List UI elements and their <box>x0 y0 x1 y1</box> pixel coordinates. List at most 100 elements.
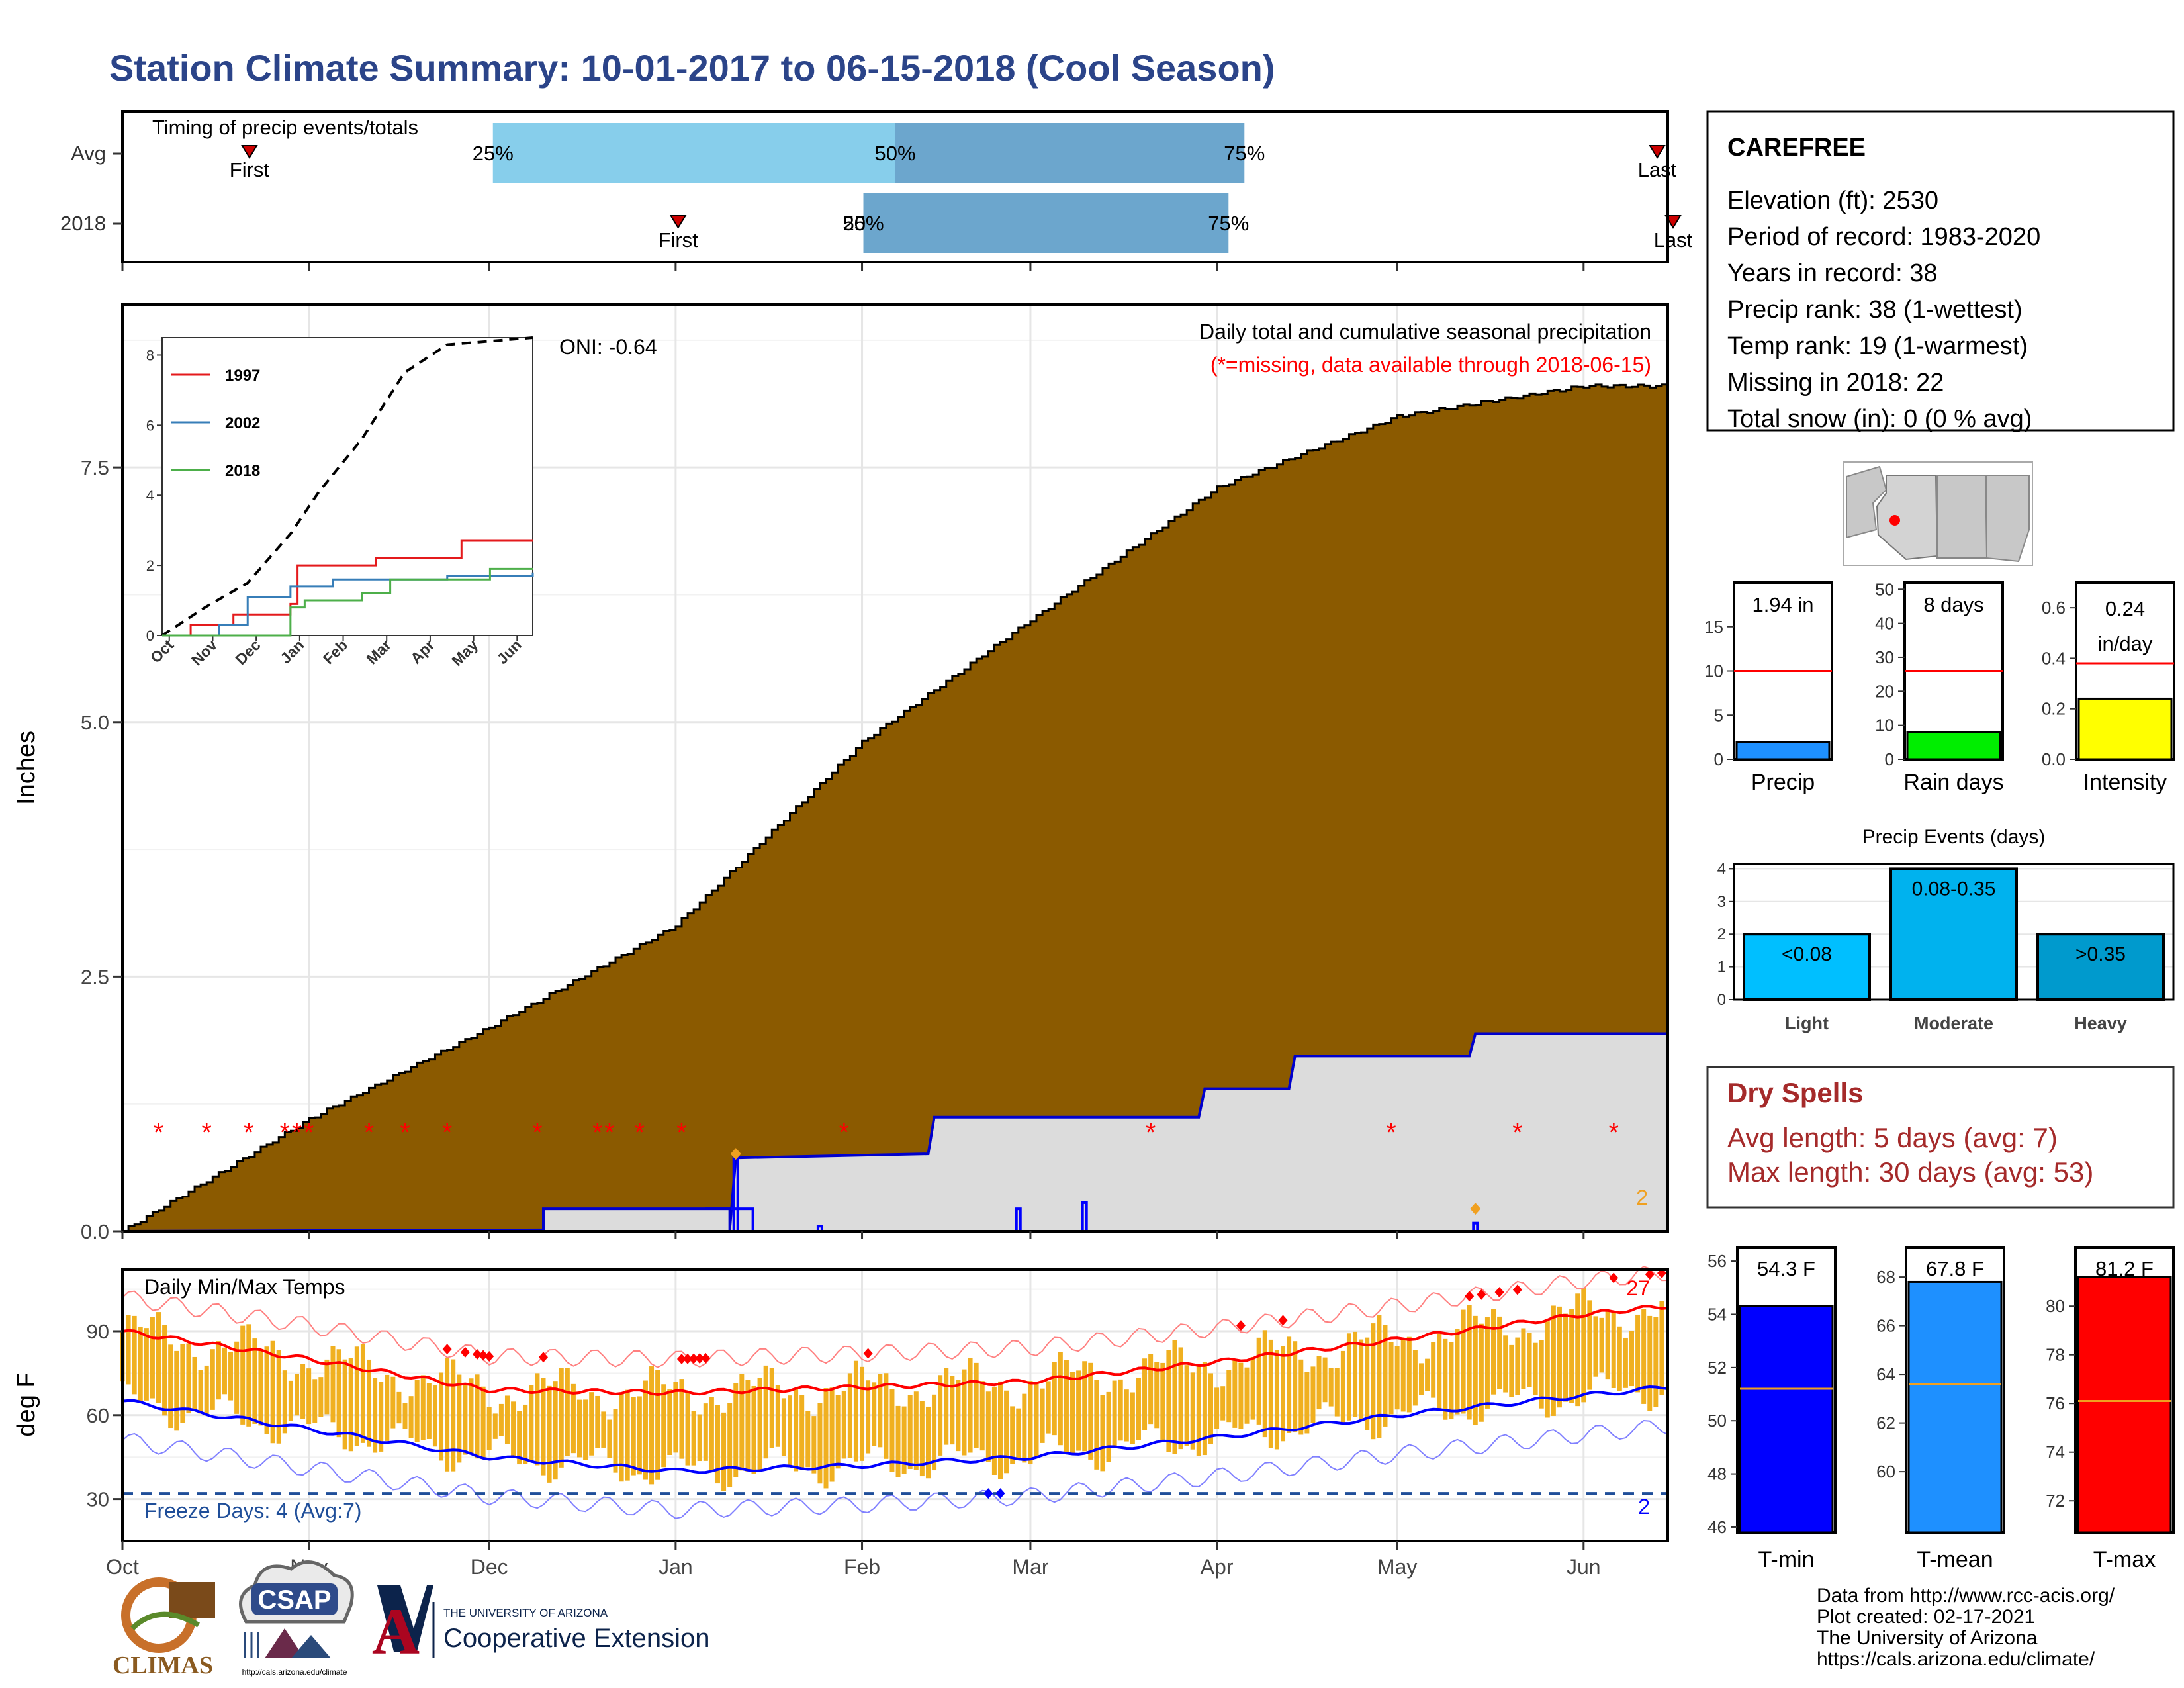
daily-temp-bar <box>739 1374 745 1471</box>
timing-avg-p50-label: 50% <box>874 142 915 165</box>
daily-temp-bar <box>1202 1362 1207 1456</box>
inset-legend-label: 2002 <box>225 414 260 432</box>
daily-temp-bar <box>763 1365 768 1459</box>
daily-temp-bar <box>1226 1370 1232 1423</box>
daily-temp-bar <box>938 1375 943 1456</box>
daily-temp-bar <box>1287 1336 1292 1433</box>
daily-temp-bar <box>1010 1406 1015 1464</box>
daily-temp-bar <box>385 1374 390 1441</box>
missing-day-marker: * <box>676 1118 687 1147</box>
daily-temp-bar <box>944 1368 949 1445</box>
daily-temp-bar <box>1437 1333 1442 1411</box>
timing-avg-q2-bar <box>895 123 1245 183</box>
daily-temp-bar <box>252 1338 257 1424</box>
temp-stat-tick-label: 62 <box>1876 1413 1895 1433</box>
daily-temp-bar <box>342 1359 347 1450</box>
stat-tick-label: 30 <box>1875 647 1894 667</box>
temp-stat-tick-label: 46 <box>1707 1517 1727 1537</box>
daily-temp-bar <box>721 1412 727 1491</box>
timing-avg-last-marker <box>1649 145 1666 159</box>
inset-legend-label: 1997 <box>225 367 260 385</box>
daily-temp-bar <box>805 1411 811 1468</box>
daily-temp-bar <box>1058 1352 1063 1446</box>
missing-day-marker: * <box>292 1118 302 1147</box>
stat-tick-label: 0.2 <box>2042 699 2066 719</box>
daily-temp-bar <box>1388 1342 1394 1415</box>
daily-temp-bar <box>1659 1301 1664 1395</box>
daily-temp-bar <box>144 1328 149 1401</box>
stat-panel-intensity: 0.0 0.2 0.4 0.6 0.24 in/day Intensity <box>2042 581 2175 795</box>
daily-temp-bar <box>318 1377 324 1417</box>
daily-temp-bar <box>1172 1340 1177 1454</box>
daily-temp-bar <box>210 1349 215 1410</box>
daily-temp-bar <box>1484 1317 1490 1409</box>
daily-temp-bar <box>950 1376 955 1445</box>
hot-day-marker <box>460 1346 470 1358</box>
stat-tick-label: 50 <box>1875 579 1894 599</box>
daily-temp-bar <box>866 1380 871 1454</box>
daily-temp-bar <box>480 1386 486 1458</box>
daily-temp-bar <box>426 1383 432 1439</box>
inset-y-tick-label: 6 <box>146 417 154 434</box>
daily-temp-bar <box>264 1346 269 1434</box>
daily-temp-bar <box>835 1395 841 1469</box>
station-info-line: Precip rank: 38 (1-wettest) <box>1727 296 2023 324</box>
daily-temp-bar <box>258 1350 263 1426</box>
temp-stat-t-mean: 60 62 64 66 68 67.8 F T-mean <box>1876 1246 2005 1572</box>
new-mexico-shape <box>1936 475 1988 559</box>
events-category-label: Heavy <box>2074 1013 2127 1033</box>
x-axis-tick-label: Mar <box>1012 1555 1048 1579</box>
precip-y-tick-label: 0.0 <box>81 1220 109 1243</box>
daily-temp-bar <box>583 1399 588 1460</box>
missing-note: (*=missing, data available through 2018-… <box>1210 353 1651 377</box>
daily-temp-bar <box>649 1366 655 1485</box>
daily-temp-bar <box>1166 1350 1171 1452</box>
daily-temp-bar <box>1100 1395 1105 1472</box>
daily-temp-bar <box>222 1347 227 1395</box>
hot-day-marker <box>701 1352 711 1364</box>
daily-temp-bar <box>775 1385 780 1447</box>
daily-temp-bar <box>126 1315 131 1385</box>
stat-tick-label: 15 <box>1704 617 1723 637</box>
temp-label: Daily Min/Max Temps <box>144 1275 345 1299</box>
daily-temp-bar <box>1022 1393 1027 1463</box>
daily-temp-bar <box>324 1359 330 1415</box>
daily-temp-bar <box>1304 1372 1310 1434</box>
stat-name-label: Precip <box>1751 770 1815 795</box>
daily-temp-bar <box>932 1394 937 1471</box>
station-info-line: Elevation (ft): 2530 <box>1727 187 1938 214</box>
daily-temp-bar <box>180 1344 185 1423</box>
hot-days-count: 27 <box>1626 1276 1650 1300</box>
missing-day-marker: * <box>201 1118 212 1147</box>
arizona-location-map <box>1843 461 2033 566</box>
obs-cumulative-area <box>122 1032 1669 1233</box>
x-axis-tick-label: Apr <box>1201 1555 1234 1579</box>
events-tick-label: 1 <box>1717 959 1726 976</box>
stat-tick-label: 0.0 <box>2042 749 2066 769</box>
timing-2018-p75-label: 75% <box>1208 212 1249 235</box>
daily-temp-bar <box>1461 1309 1466 1414</box>
daily-temp-bar <box>432 1385 437 1447</box>
daily-temp-bar <box>1394 1346 1400 1410</box>
daily-temp-bar <box>974 1362 979 1448</box>
ua-logo: A THE UNIVERSITY OF ARIZONA Cooperative … <box>372 1585 709 1668</box>
daily-temp-bar <box>336 1349 341 1438</box>
temp-stat-name-label: T-max <box>2093 1547 2156 1572</box>
timing-avg-q1-bar <box>492 123 895 183</box>
hot-day-marker <box>676 1353 686 1364</box>
stat-tick-label: 5 <box>1714 705 1723 725</box>
timing-2018-last-label: Last <box>1654 228 1693 252</box>
daily-temp-bar <box>601 1411 606 1448</box>
daily-temp-bar <box>204 1365 209 1416</box>
daily-temp-bar <box>823 1388 829 1489</box>
daily-temp-bar <box>1491 1309 1496 1395</box>
daily-temp-bar <box>414 1380 420 1442</box>
temp-y-tick-label: 60 <box>87 1404 109 1427</box>
stat-tick-label: 40 <box>1875 614 1894 633</box>
daily-temp-bar <box>469 1378 474 1455</box>
daily-temp-bar <box>408 1396 414 1438</box>
daily-temp-bar <box>1527 1332 1532 1387</box>
